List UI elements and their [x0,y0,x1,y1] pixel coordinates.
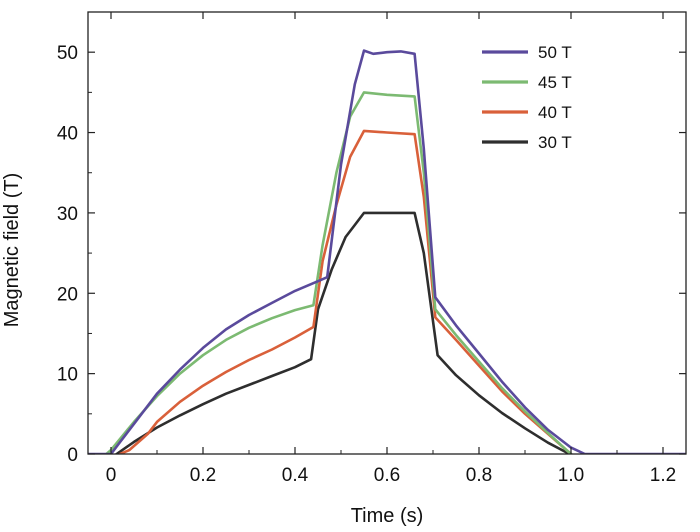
x-tick-label: 1.2 [650,465,676,486]
x-axis-title: Time (s) [351,505,424,527]
legend-label: 40 T [538,103,572,122]
y-ticks: 0 10 20 30 40 50 [57,43,686,466]
y-axis-title: Magnetic field (T) [1,173,23,328]
y-tick-label: 10 [57,365,78,386]
y-tick-label: 50 [57,43,78,64]
series-line-45t [105,91,573,454]
x-tick-label: 0.2 [190,465,216,486]
x-tick-label: 0.4 [282,465,309,486]
y-tick-label: 30 [57,204,78,225]
legend-label: 45 T [538,73,572,92]
legend-label: 30 T [538,133,572,152]
x-tick-label: 0.6 [374,465,400,486]
y-tick-label: 40 [57,124,78,145]
x-tick-label: 0 [106,465,117,486]
y-tick-label: 20 [57,284,78,305]
x-tick-label: 0.8 [466,465,492,486]
series-layer [88,49,686,454]
x-tick-label: 1.0 [558,465,584,486]
x-ticks: 0 0.2 0.4 0.6 0.8 1.0 1.2 [106,12,676,486]
legend: 50 T 45 T 40 T 30 T [482,43,572,152]
y-tick-label: 0 [67,445,78,466]
series-line-40t [118,129,573,454]
series-line-50t [88,49,686,454]
plot-frame [87,11,687,455]
series-line-30t [114,211,573,454]
legend-label: 50 T [538,43,572,62]
